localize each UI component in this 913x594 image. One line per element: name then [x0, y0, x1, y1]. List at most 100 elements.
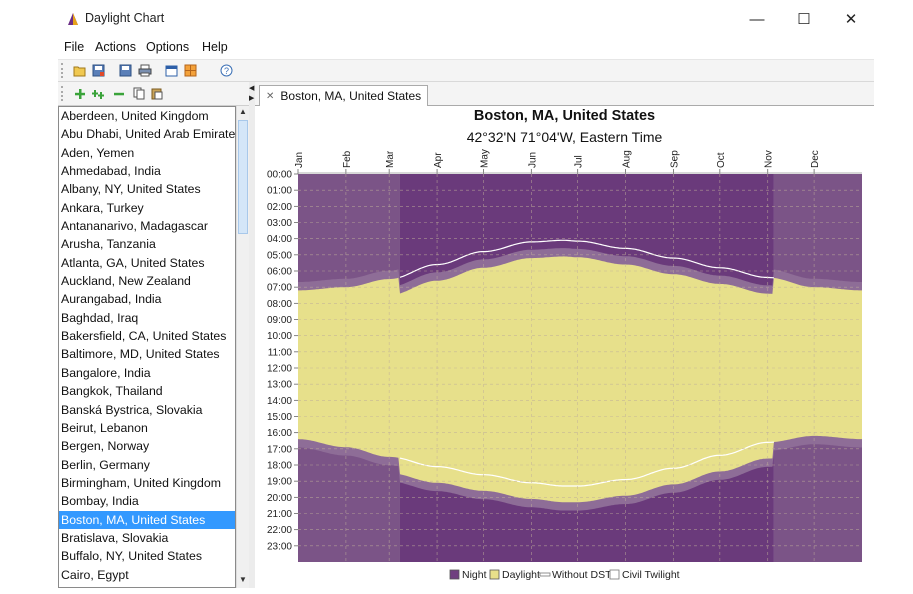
list-item[interactable]: Birmingham, United Kingdom	[61, 475, 221, 490]
list-item[interactable]: Baltimore, MD, United States	[61, 347, 220, 362]
list-item[interactable]: Aden, Yemen	[61, 145, 135, 160]
list-item[interactable]: Bakersfield, CA, United States	[61, 329, 227, 344]
menu-help[interactable]: Help	[202, 40, 228, 54]
y-tick-label: 08:00	[267, 299, 292, 310]
minimize-button[interactable]: —	[749, 10, 765, 28]
legend-swatch	[539, 572, 551, 577]
toolbar-grip[interactable]	[61, 63, 67, 78]
save-as-icon[interactable]	[91, 63, 106, 78]
scroll-up-icon[interactable]: ▲	[239, 107, 247, 116]
print-icon[interactable]	[137, 63, 152, 78]
x-tick-label: Feb	[342, 150, 353, 168]
list-item[interactable]: Banská Bystrica, Slovakia	[61, 402, 203, 417]
without-dst-sunrise-line	[399, 239, 774, 279]
remove-icon[interactable]	[111, 86, 126, 101]
y-tick-label: 16:00	[267, 428, 292, 439]
list-item[interactable]: Cairo, Egypt	[61, 567, 129, 582]
x-tick-label: Sep	[669, 150, 680, 168]
help-icon[interactable]: ?	[219, 63, 234, 78]
y-tick-label: 00:00	[267, 170, 292, 181]
y-tick-label: 09:00	[267, 315, 292, 326]
list-item[interactable]: Albany, NY, United States	[61, 182, 201, 197]
copy-icon[interactable]	[131, 86, 146, 101]
scroll-thumb[interactable]	[238, 120, 248, 234]
y-tick-label: 05:00	[267, 250, 292, 261]
y-tick-label: 11:00	[268, 347, 293, 358]
list-item[interactable]: Bratislava, Slovakia	[61, 530, 169, 545]
list-item[interactable]: Beirut, Lebanon	[61, 420, 148, 435]
list-item[interactable]: Bombay, India	[61, 494, 139, 509]
y-tick-label: 01:00	[267, 186, 292, 197]
collapse-left-icon[interactable]: ◀	[249, 85, 255, 92]
y-tick-label: 17:00	[267, 444, 292, 455]
list-item[interactable]: Bergen, Norway	[61, 439, 150, 454]
y-tick-label: 15:00	[267, 412, 292, 423]
list-item[interactable]: Abu Dhabi, United Arab Emirates	[61, 127, 235, 142]
main-toolbar: ?	[58, 60, 874, 82]
menu-actions[interactable]: Actions	[95, 40, 136, 54]
list-item[interactable]: Antananarivo, Madagascar	[61, 219, 208, 234]
locations-scrollbar[interactable]: ▲ ▼	[236, 106, 249, 588]
y-tick-label: 18:00	[267, 461, 292, 472]
list-item[interactable]: Aurangabad, India	[61, 292, 162, 307]
add-icon[interactable]	[72, 86, 87, 101]
tab-close-icon[interactable]: ✕	[266, 90, 275, 102]
add-multiple-icon[interactable]	[91, 86, 106, 101]
list-item[interactable]: Buffalo, NY, United States	[61, 549, 203, 564]
list-item[interactable]: Ankara, Turkey	[61, 200, 144, 215]
list-item[interactable]: Baghdad, Iraq	[61, 310, 139, 325]
y-tick-label: 12:00	[267, 364, 292, 375]
y-tick-label: 04:00	[267, 234, 292, 245]
y-tick-label: 20:00	[267, 493, 292, 504]
y-tick-label: 06:00	[267, 267, 292, 278]
list-item[interactable]: Atlanta, GA, United States	[61, 255, 205, 270]
list-item[interactable]: Ahmedabad, India	[61, 164, 161, 179]
locations-toolbar-grip[interactable]	[61, 86, 67, 101]
save-icon[interactable]	[118, 63, 133, 78]
legend-swatch	[609, 569, 620, 580]
y-tick-label: 23:00	[267, 541, 292, 552]
x-tick-label: Aug	[622, 150, 633, 168]
x-tick-label: Jan	[294, 152, 305, 168]
menu-file[interactable]: File	[64, 40, 85, 54]
split-divider[interactable]: ◀ ▶	[249, 82, 255, 588]
list-item[interactable]: Bangalore, India	[61, 365, 151, 380]
list-item[interactable]: Bangkok, Thailand	[61, 384, 163, 399]
close-button[interactable]: ✕	[844, 11, 858, 28]
list-item[interactable]: Auckland, New Zealand	[61, 274, 191, 289]
y-tick-label: 07:00	[267, 283, 292, 294]
list-item[interactable]: Boston, MA, United States	[59, 510, 235, 529]
tab-label: Boston, MA, United States	[280, 88, 422, 103]
legend-label: Civil Twilight	[622, 569, 680, 581]
legend-swatch	[449, 569, 460, 580]
daylight-chart: 00:00 01:00 02:00 03:00 04:00 05:00 06:00 07:00…	[267, 149, 862, 581]
list-item[interactable]: Berlin, Germany	[61, 457, 150, 472]
chart-panel: ✕ Boston, MA, United States Boston, MA, …	[255, 82, 874, 588]
list-item[interactable]: Aberdeen, United Kingdom	[61, 109, 209, 123]
y-tick-label: 03:00	[267, 218, 292, 229]
legend-label: Daylight	[502, 569, 540, 581]
maximize-button[interactable]: ☐	[797, 11, 811, 28]
expand-right-icon[interactable]: ▶	[249, 95, 255, 102]
menu-options[interactable]: Options	[146, 40, 190, 54]
scroll-down-icon[interactable]: ▼	[239, 575, 247, 584]
y-tick-label: 10:00	[267, 331, 292, 342]
tab-boston[interactable]: ✕ Boston, MA, United States	[259, 85, 429, 106]
without-dst-sunset-line	[399, 441, 774, 487]
window-icon[interactable]	[164, 63, 179, 78]
window-title: Daylight Chart	[85, 11, 165, 25]
x-tick-label: May	[479, 149, 490, 168]
list-item[interactable]: Arusha, Tanzania	[61, 237, 156, 252]
menu-bar: File Actions Options Help	[58, 36, 874, 60]
locations-list[interactable]: Aberdeen, United Kingdom Abu Dhabi, Unite…	[58, 106, 236, 588]
x-tick-label: Nov	[764, 150, 775, 168]
legend-label: Without DST	[552, 569, 612, 581]
paste-icon[interactable]	[149, 86, 164, 101]
chart-subtitle: 42°32'N 71°04'W, Eastern Time	[466, 129, 663, 145]
y-tick-label: 21:00	[267, 509, 292, 520]
y-tick-label: 22:00	[267, 525, 292, 536]
open-icon[interactable]	[72, 63, 87, 78]
x-tick-label: Dec	[810, 150, 821, 168]
grid-icon[interactable]	[183, 63, 198, 78]
legend-swatch	[489, 569, 500, 580]
